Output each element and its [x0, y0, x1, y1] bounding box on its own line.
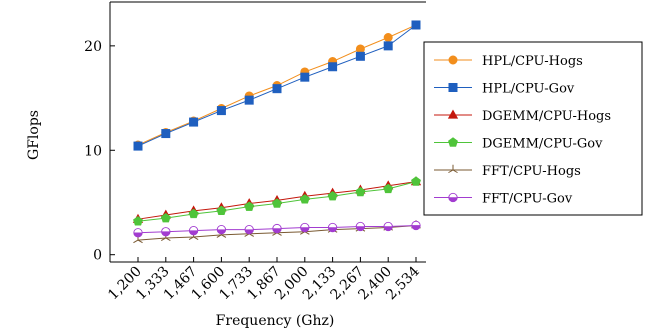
y-tick-label: 20	[84, 39, 102, 55]
data-point	[161, 227, 171, 237]
data-point	[244, 95, 254, 105]
legend-box	[423, 41, 643, 216]
legend-label: HPL/CPU-Hogs	[482, 54, 583, 69]
data-point	[272, 84, 282, 94]
data-point	[133, 141, 143, 151]
legend-marker	[447, 109, 459, 119]
data-point	[188, 226, 199, 236]
legend-entry-1: HPL/CPU-Hogs	[434, 54, 583, 69]
legend-marker	[448, 83, 458, 93]
series-4	[133, 176, 421, 226]
legend-entry-5: FFT/CPU-Hogs	[434, 164, 581, 179]
legend-label: FFT/CPU-Hogs	[482, 164, 581, 179]
legend-marker	[448, 55, 458, 65]
data-point	[383, 183, 394, 194]
data-point	[327, 222, 338, 233]
data-point	[383, 33, 393, 43]
data-point	[161, 129, 171, 139]
legend-label: DGEMM/CPU-Gov	[482, 137, 603, 152]
legend-marker	[448, 137, 458, 147]
data-point	[272, 223, 282, 234]
data-point	[355, 221, 366, 232]
data-point	[244, 201, 255, 211]
data-point	[188, 208, 199, 219]
data-point	[299, 194, 310, 204]
series-2	[133, 20, 421, 151]
data-point	[216, 224, 227, 235]
data-point	[327, 191, 338, 201]
data-point	[300, 222, 310, 233]
y-axis-label: GFlops	[26, 110, 42, 160]
legend-label: DGEMM/CPU-Hogs	[482, 109, 611, 124]
legend: HPL/CPU-Hogs HPL/CPU-Gov DGEMM/CPU-Hogs DGE…	[423, 41, 643, 216]
data-point	[383, 41, 393, 51]
data-point	[411, 176, 421, 186]
data-point	[300, 72, 310, 82]
data-point	[244, 224, 254, 235]
y-tick-label: 0	[93, 248, 102, 264]
x-axis-label: Frequency (Ghz)	[216, 313, 335, 329]
legend-entry-4: DGEMM/CPU-Gov	[434, 137, 603, 152]
data-point	[160, 212, 171, 223]
data-point	[272, 198, 282, 208]
legend-label: FFT/CPU-Gov	[482, 192, 573, 207]
data-point	[328, 62, 338, 72]
data-point	[133, 228, 143, 238]
legend-entry-2: HPL/CPU-Gov	[434, 82, 575, 97]
data-point	[216, 205, 227, 216]
data-point	[216, 106, 226, 116]
plot-area	[132, 20, 422, 244]
data-point	[133, 216, 143, 226]
legend-marker	[448, 192, 458, 203]
axes: 010201,2001,3331,4671,6001,7331,8672,000…	[26, 1, 426, 329]
legend-marker	[448, 164, 458, 174]
legend-label: HPL/CPU-Gov	[482, 82, 575, 97]
data-point	[411, 220, 421, 231]
data-point	[189, 117, 199, 127]
data-point	[383, 221, 393, 232]
legend-entry-3: DGEMM/CPU-Hogs	[434, 109, 611, 124]
data-point	[411, 20, 421, 30]
legend-entry-6: FFT/CPU-Gov	[434, 192, 573, 207]
data-point	[355, 51, 365, 61]
y-tick-label: 10	[84, 143, 102, 159]
series-6	[133, 220, 421, 238]
data-point	[355, 186, 366, 197]
